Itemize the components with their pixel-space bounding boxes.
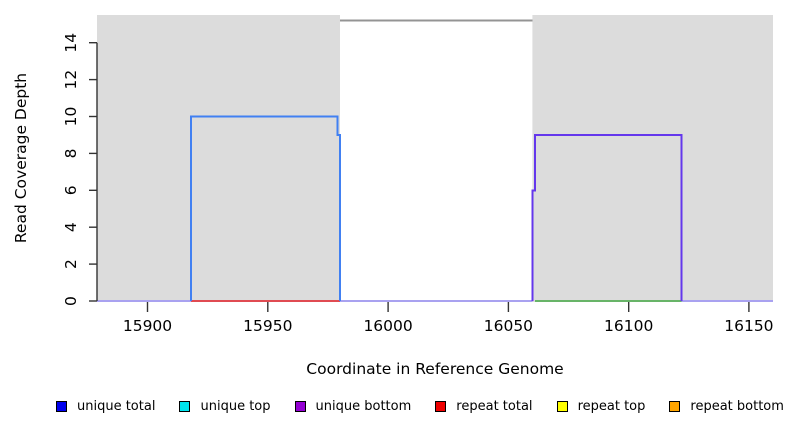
y-tick-label: 10 — [62, 107, 80, 127]
legend-label-repeat-top: repeat top — [577, 399, 646, 414]
y-axis-title: Read Coverage Depth — [12, 72, 30, 244]
legend-item-repeat-top: repeat top — [556, 399, 646, 414]
legend-label-repeat-total: repeat total — [456, 399, 533, 414]
x-tick-label: 15950 — [243, 317, 292, 335]
x-tick-label: 15900 — [123, 317, 172, 335]
x-axis-title: Coordinate in Reference Genome — [306, 360, 564, 378]
y-tick-label: 4 — [62, 222, 80, 232]
legend-label-unique-total: unique total — [77, 399, 156, 414]
legend-swatch-repeat-total — [435, 401, 447, 412]
shaded-region-right — [532, 15, 773, 302]
x-tick-label: 16150 — [724, 317, 773, 335]
legend-swatch-unique-top — [179, 401, 191, 412]
legend-swatch-repeat-top — [556, 401, 568, 412]
legend-swatch-unique-total — [56, 401, 67, 412]
legend-item-unique-top: unique top — [179, 399, 271, 414]
y-tick-label: 2 — [62, 259, 80, 269]
legend-label-unique-bottom: unique bottom — [315, 399, 412, 414]
y-tick-label: 14 — [62, 33, 80, 53]
unique-coverage-left-line — [189, 115, 341, 301]
legend-item-unique-total: unique total — [56, 399, 155, 414]
y-tick-label: 8 — [62, 148, 80, 158]
unique-coverage-right-line — [531, 133, 683, 301]
legend-item-repeat-bottom: repeat bottom — [669, 399, 784, 414]
shaded-region-left — [97, 15, 340, 302]
x-tick-label: 16050 — [484, 317, 533, 335]
legend-swatch-repeat-bottom — [669, 401, 681, 412]
chart-legend: unique total unique top unique bottom repea… — [56, 399, 784, 414]
legend-label-repeat-bottom: repeat bottom — [690, 399, 784, 414]
legend-swatch-unique-bottom — [294, 401, 306, 412]
y-tick-label: 12 — [62, 70, 80, 90]
y-tick-label: 0 — [62, 296, 80, 306]
legend-item-unique-bottom: unique bottom — [294, 399, 412, 414]
y-tick-label: 6 — [62, 185, 80, 195]
x-tick-label: 16100 — [604, 317, 653, 335]
legend-item-repeat-total: repeat total — [435, 399, 533, 414]
legend-label-unique-top: unique top — [200, 399, 271, 414]
x-tick-label: 16000 — [363, 317, 412, 335]
